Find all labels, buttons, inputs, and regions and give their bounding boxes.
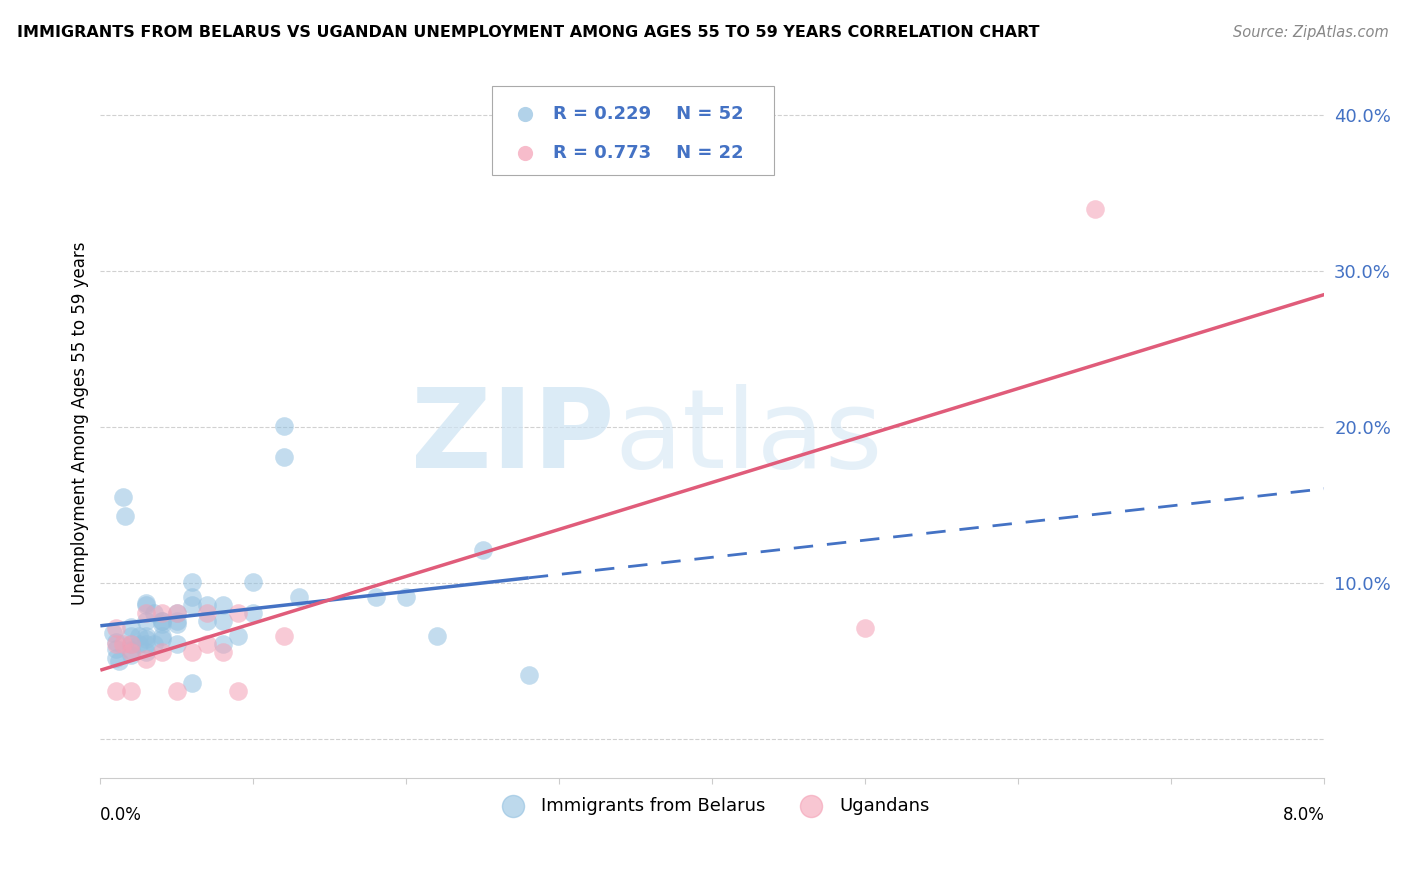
Point <box>150 645 173 659</box>
FancyBboxPatch shape <box>492 87 773 175</box>
Text: 0.0%: 0.0% <box>100 806 142 824</box>
Point <box>135 596 157 610</box>
Point <box>181 590 204 604</box>
Point <box>517 668 540 682</box>
Point <box>142 637 165 651</box>
Point <box>211 637 233 651</box>
Point <box>364 590 387 604</box>
Point <box>181 574 204 589</box>
Point <box>181 645 204 659</box>
Point <box>197 606 219 620</box>
Point <box>135 614 157 628</box>
Point <box>471 543 494 558</box>
Point <box>166 606 188 620</box>
Point <box>166 606 188 620</box>
Point <box>150 629 173 643</box>
Point <box>128 629 150 643</box>
Y-axis label: Unemployment Among Ages 55 to 59 years: Unemployment Among Ages 55 to 59 years <box>72 242 89 605</box>
Legend: Immigrants from Belarus, Ugandans: Immigrants from Belarus, Ugandans <box>488 789 938 822</box>
Point <box>128 637 150 651</box>
Point <box>395 590 418 604</box>
Point <box>197 598 219 612</box>
Point <box>166 616 188 631</box>
Point <box>226 606 249 620</box>
Point <box>135 598 157 612</box>
Point <box>135 629 157 643</box>
Point <box>120 637 142 651</box>
Point <box>120 620 142 634</box>
Point <box>120 645 142 659</box>
Point <box>112 491 135 505</box>
Point <box>426 629 449 643</box>
Point <box>150 614 173 628</box>
Point <box>120 637 142 651</box>
Point <box>104 635 127 649</box>
Point <box>197 614 219 628</box>
Point <box>135 606 157 620</box>
Point <box>120 629 142 643</box>
Text: IMMIGRANTS FROM BELARUS VS UGANDAN UNEMPLOYMENT AMONG AGES 55 TO 59 YEARS CORREL: IMMIGRANTS FROM BELARUS VS UGANDAN UNEMP… <box>17 25 1039 40</box>
Point <box>107 654 129 668</box>
Point <box>135 652 157 666</box>
Point <box>273 629 295 643</box>
Text: 8.0%: 8.0% <box>1282 806 1324 824</box>
Point <box>242 574 264 589</box>
Point <box>135 632 157 647</box>
Point <box>104 637 127 651</box>
Point <box>150 606 173 620</box>
Point <box>150 616 173 631</box>
Point <box>120 683 142 698</box>
Point <box>211 645 233 659</box>
Point <box>120 643 142 657</box>
Point <box>288 590 311 604</box>
Point <box>166 683 188 698</box>
Point <box>211 614 233 628</box>
Point <box>181 598 204 612</box>
Text: Source: ZipAtlas.com: Source: ZipAtlas.com <box>1233 25 1389 40</box>
Point <box>104 641 127 656</box>
Text: R = 0.229    N = 52: R = 0.229 N = 52 <box>553 105 744 123</box>
Point <box>166 614 188 628</box>
Point <box>104 683 127 698</box>
Text: atlas: atlas <box>614 384 883 491</box>
Point <box>242 606 264 620</box>
Point <box>197 637 219 651</box>
Point <box>114 509 136 524</box>
Point <box>120 648 142 662</box>
Point <box>273 450 295 464</box>
Point <box>112 637 135 651</box>
Point <box>150 614 173 628</box>
Point <box>104 621 127 635</box>
Point <box>211 598 233 612</box>
Point <box>181 676 204 690</box>
Point <box>135 637 157 651</box>
Point <box>853 621 876 635</box>
Point <box>150 632 173 647</box>
Point <box>1084 202 1107 216</box>
Point <box>104 651 127 665</box>
Point <box>226 683 249 698</box>
Point <box>142 606 165 620</box>
Point <box>166 637 188 651</box>
Text: R = 0.773    N = 22: R = 0.773 N = 22 <box>553 145 744 162</box>
Text: ZIP: ZIP <box>411 384 614 491</box>
Point <box>226 629 249 643</box>
Point <box>273 418 295 433</box>
Point <box>101 626 124 640</box>
Point <box>135 645 157 659</box>
